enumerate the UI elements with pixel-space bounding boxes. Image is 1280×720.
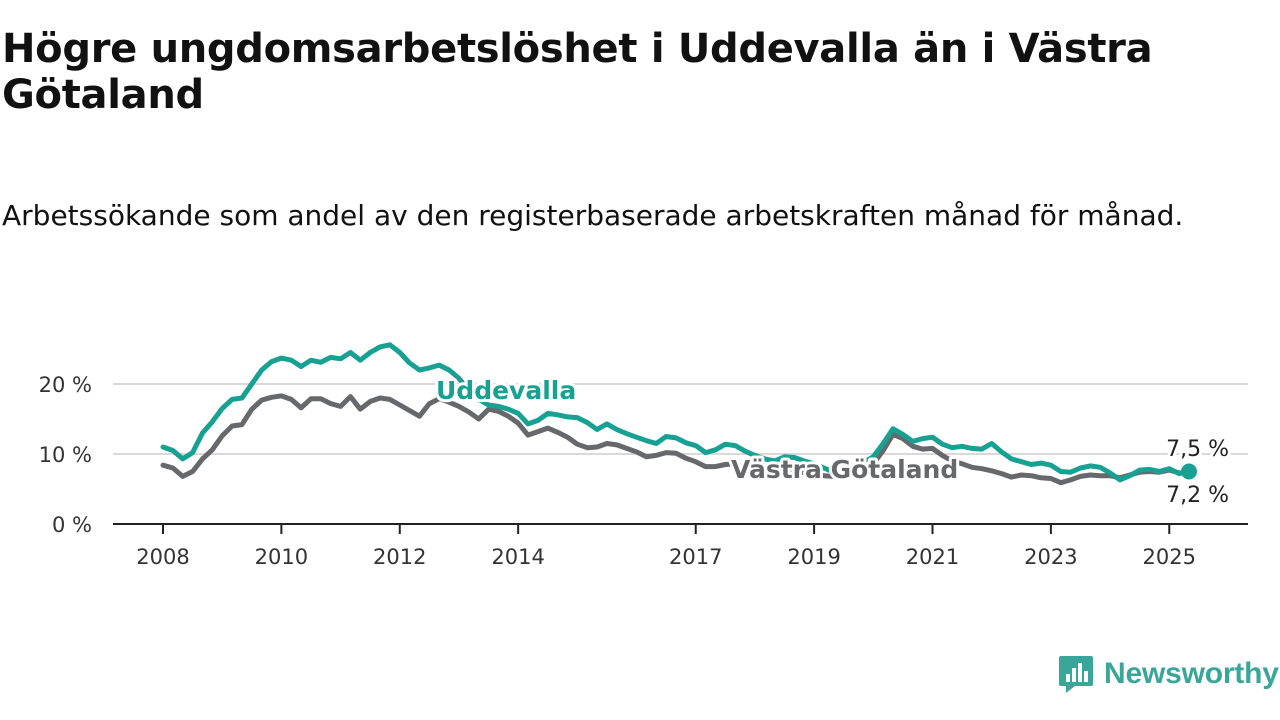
series-lines [160, 342, 1197, 486]
newsworthy-logo-icon [1059, 656, 1093, 693]
y-axis-ticks: 0 % 10 % 20 % [39, 373, 92, 537]
x-tick-label: 2025 [1143, 545, 1196, 569]
y-tick-label: 10 % [39, 443, 92, 467]
uddevalla-line [160, 342, 1192, 483]
x-axis-ticks: 2008 2010 2012 2014 2017 2019 2021 2023 2025 [136, 524, 1196, 569]
end-point-marker [1181, 463, 1197, 480]
line-chart: 0 % 10 % 20 % 2008 2010 2012 2014 2017 2019 2021… [39, 342, 1248, 569]
x-tick-label: 2010 [255, 545, 308, 569]
series-labels: Uddevalla Västra Götaland 7,5 % 7,2 % [433, 373, 1232, 511]
x-tick-label: 2008 [136, 545, 189, 569]
newsworthy-logo: Newsworthy [1058, 654, 1279, 694]
y-tick-label: 0 % [52, 513, 92, 537]
x-tick-label: 2021 [906, 545, 959, 569]
y-tick-label: 20 % [39, 373, 92, 397]
x-tick-label: 2014 [491, 545, 544, 569]
vastra-gotaland-line [160, 393, 1192, 486]
x-tick-label: 2017 [669, 545, 722, 569]
brand-name: Newsworthy [1104, 657, 1279, 690]
x-tick-label: 2019 [787, 545, 840, 569]
chart-subtitle: Arbetssökande som andel av den registerb… [2, 199, 1184, 232]
x-tick-label: 2012 [373, 545, 426, 569]
uddevalla-label: Uddevalla [436, 376, 576, 405]
uddevalla-end-value: 7,5 % [1166, 437, 1229, 462]
chart-title: Högre ungdomsarbetslöshet i Uddevalla än… [2, 26, 1153, 118]
vastra-gotaland-label: Västra Götaland [731, 455, 958, 484]
x-tick-label: 2023 [1024, 545, 1077, 569]
vastra-gotaland-end-value: 7,2 % [1166, 483, 1229, 508]
